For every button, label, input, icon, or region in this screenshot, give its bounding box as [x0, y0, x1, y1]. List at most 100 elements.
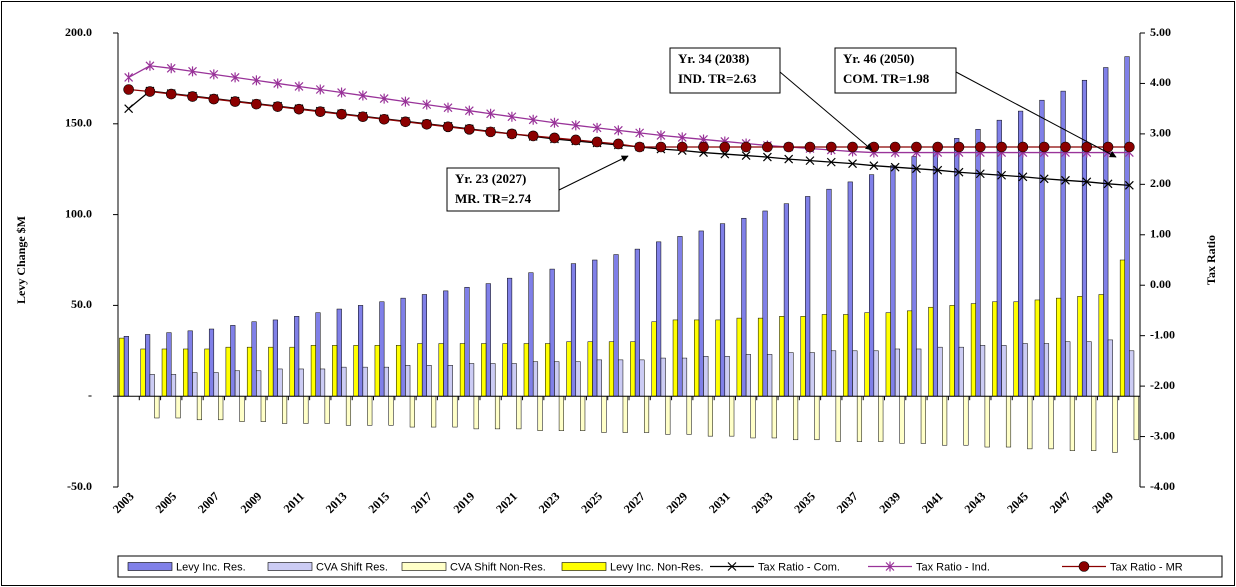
- bar: [545, 343, 551, 397]
- line-marker: [912, 164, 921, 174]
- bar: [1001, 345, 1007, 397]
- bar: [528, 272, 534, 397]
- line-marker: [442, 121, 454, 133]
- line-marker: [208, 93, 220, 105]
- bar: [1060, 90, 1066, 397]
- line-marker: [847, 141, 858, 153]
- bar: [268, 346, 274, 397]
- legend-swatch: [127, 562, 173, 571]
- line-marker: [634, 141, 645, 153]
- line-marker: [698, 141, 709, 153]
- bar: [405, 365, 411, 397]
- bar: [1086, 341, 1092, 397]
- x-tick-label: 2031: [706, 489, 733, 516]
- bar: [516, 395, 522, 430]
- line-marker: [890, 162, 900, 172]
- bar: [592, 259, 598, 397]
- legend-marker: [727, 562, 737, 571]
- bar: [1129, 350, 1135, 397]
- bar: [336, 308, 342, 397]
- bar: [707, 395, 713, 437]
- bar: [793, 395, 799, 441]
- bar: [1112, 395, 1118, 453]
- bar: [367, 395, 373, 426]
- x-tick-label: 2041: [919, 489, 946, 516]
- bar: [1005, 395, 1012, 448]
- legend-label: Levy Inc. Res.: [176, 561, 246, 573]
- legend-marker: [885, 561, 895, 572]
- line-marker: [486, 108, 496, 119]
- bar: [809, 352, 815, 397]
- bar: [745, 354, 751, 397]
- bar: [906, 310, 913, 397]
- line-marker: [1018, 172, 1028, 182]
- bar: [729, 395, 735, 437]
- bar: [698, 230, 704, 397]
- bar: [213, 372, 219, 397]
- line-marker: [187, 91, 198, 102]
- bar: [549, 268, 555, 397]
- bar: [183, 348, 189, 397]
- bar: [643, 395, 650, 433]
- bar: [204, 348, 210, 397]
- y-tick-label: 200.0: [65, 25, 92, 39]
- legend-marker: [1078, 561, 1090, 572]
- bar: [166, 332, 172, 397]
- line-marker: [443, 102, 453, 113]
- bar: [383, 366, 389, 397]
- bar: [864, 312, 870, 397]
- y-tick-label: 100.0: [65, 206, 92, 220]
- y2-tick-label: 0.00: [1150, 277, 1171, 291]
- bar: [1022, 343, 1028, 397]
- x-tick-label: 2005: [152, 489, 179, 516]
- bar: [587, 341, 593, 397]
- bar: [161, 348, 167, 397]
- bar: [421, 294, 427, 397]
- bar: [332, 345, 338, 397]
- bar: [750, 395, 756, 439]
- line-marker: [145, 60, 155, 71]
- line-marker: [911, 141, 922, 153]
- line-marker: [804, 141, 816, 153]
- line-marker: [741, 151, 751, 161]
- bar: [937, 346, 943, 397]
- bar: [123, 336, 129, 397]
- line-marker: [592, 122, 602, 133]
- bar: [954, 138, 960, 397]
- line-marker: [1124, 180, 1134, 190]
- bar: [570, 263, 577, 397]
- line-marker: [124, 72, 134, 83]
- bar: [783, 203, 789, 397]
- line-marker: [655, 141, 667, 153]
- bar: [502, 343, 508, 397]
- bar: [192, 372, 198, 397]
- line-marker: [1060, 141, 1071, 153]
- bar: [736, 317, 742, 397]
- line-marker: [635, 127, 645, 138]
- line-marker: [613, 138, 624, 150]
- bar: [464, 286, 470, 397]
- bar: [417, 343, 423, 397]
- bar: [665, 395, 671, 435]
- line-marker: [358, 90, 368, 101]
- bar: [1098, 294, 1104, 397]
- bar: [490, 363, 496, 397]
- line-marker: [762, 141, 773, 153]
- y2-tick-label: 4.00: [1150, 75, 1171, 89]
- bar: [345, 395, 352, 426]
- line-marker: [550, 117, 559, 128]
- line-marker: [294, 81, 304, 92]
- bar: [277, 368, 283, 397]
- x-tick-label: 2039: [876, 489, 903, 516]
- y-tick-label: 50.0: [71, 297, 92, 311]
- bar: [170, 374, 177, 397]
- x-tick-label: 2025: [578, 489, 605, 516]
- line-marker: [997, 170, 1007, 180]
- bar: [911, 156, 917, 397]
- x-tick-label: 2013: [323, 489, 350, 516]
- bar: [677, 236, 683, 397]
- x-tick-label: 2049: [1089, 489, 1116, 516]
- y-tick-label: -: [88, 388, 92, 402]
- line-marker: [229, 96, 241, 107]
- legend-label: CVA Shift Non-Res.: [450, 561, 546, 573]
